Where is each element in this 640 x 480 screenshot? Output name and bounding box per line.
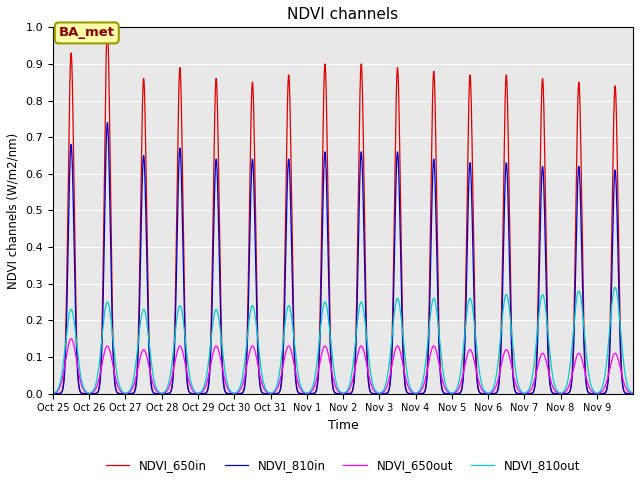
NDVI_810out <box>168 362 175 368</box>
NDVI_810in <box>104 120 111 125</box>
NDVI_810out <box>506 308 513 314</box>
NDVI_810out <box>468 305 476 311</box>
NDVI_810in <box>557 391 564 396</box>
NDVI_810out <box>629 390 637 396</box>
NDVI_650out <box>541 353 548 359</box>
Y-axis label: NDVI channels (W/m2/nm): NDVI channels (W/m2/nm) <box>7 132 20 288</box>
NDVI_650in <box>469 185 477 191</box>
NDVI_650out <box>629 391 637 396</box>
NDVI_650in <box>104 24 111 30</box>
NDVI_810in <box>629 391 637 396</box>
NDVI_650out <box>506 355 513 360</box>
NDVI_650in <box>623 391 631 396</box>
NDVI_650out <box>557 391 564 396</box>
NDVI_810in <box>623 391 631 396</box>
Title: NDVI channels: NDVI channels <box>287 7 399 22</box>
NDVI_650in <box>168 384 176 389</box>
Line: NDVI_650in: NDVI_650in <box>53 27 633 394</box>
NDVI_810in <box>49 391 57 396</box>
NDVI_650out <box>49 391 57 396</box>
NDVI_810out <box>418 384 426 389</box>
NDVI_810in <box>506 276 513 282</box>
X-axis label: Time: Time <box>328 419 358 432</box>
NDVI_650in <box>506 233 513 239</box>
NDVI_650out <box>418 387 426 393</box>
NDVI_810in <box>418 391 426 396</box>
NDVI_650in <box>629 391 637 396</box>
NDVI_650out <box>623 387 631 393</box>
NDVI_810out <box>623 380 630 385</box>
NDVI_810in <box>168 385 176 391</box>
Line: NDVI_810in: NDVI_810in <box>53 122 633 394</box>
NDVI_650out <box>168 374 176 380</box>
NDVI_650in <box>541 142 548 148</box>
NDVI_810out <box>611 285 619 290</box>
NDVI_650in <box>418 391 426 396</box>
NDVI_650out <box>469 352 477 358</box>
NDVI_810in <box>541 211 548 217</box>
NDVI_810in <box>469 242 477 248</box>
NDVI_650in <box>49 391 57 396</box>
Line: NDVI_650out: NDVI_650out <box>53 339 633 394</box>
Line: NDVI_810out: NDVI_810out <box>53 288 633 393</box>
NDVI_810out <box>541 297 548 303</box>
NDVI_650in <box>593 391 601 396</box>
Legend: NDVI_650in, NDVI_810in, NDVI_650out, NDVI_810out: NDVI_650in, NDVI_810in, NDVI_650out, NDV… <box>101 455 585 477</box>
Text: BA_met: BA_met <box>59 26 115 39</box>
NDVI_810out <box>49 390 57 396</box>
NDVI_650out <box>67 336 75 342</box>
